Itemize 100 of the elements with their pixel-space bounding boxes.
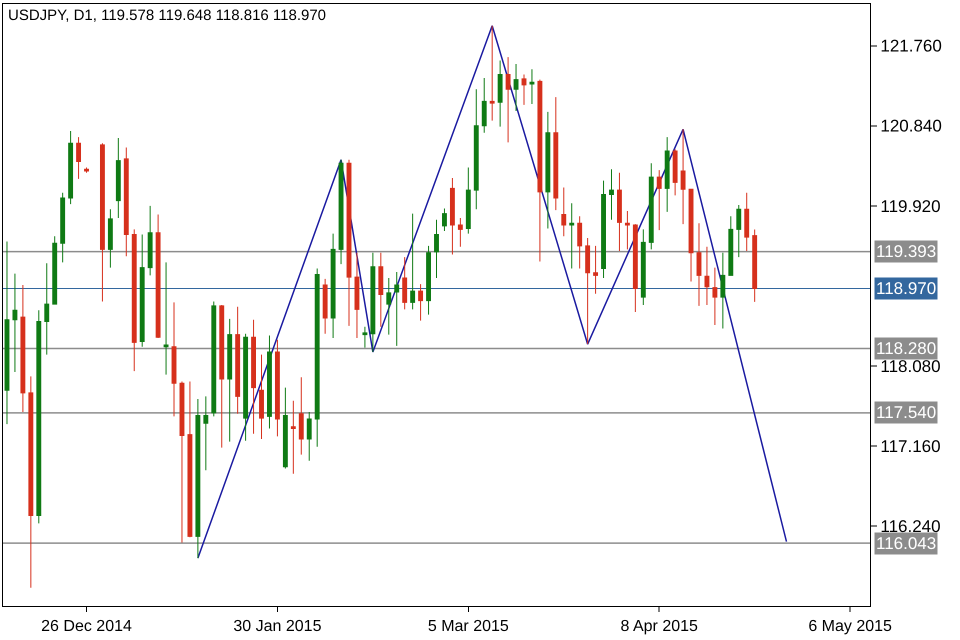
candlestick bbox=[434, 219, 439, 279]
candlestick bbox=[458, 218, 463, 248]
candlestick bbox=[386, 278, 392, 336]
candlestick bbox=[4, 240, 10, 425]
candlestick bbox=[712, 267, 718, 326]
candlestick bbox=[20, 284, 26, 412]
candlestick bbox=[290, 400, 296, 474]
candlestick bbox=[450, 177, 455, 256]
candlestick bbox=[569, 202, 574, 269]
y-tick-label: 117.160 bbox=[880, 436, 941, 456]
candlestick bbox=[235, 306, 240, 414]
candlestick bbox=[219, 304, 224, 448]
ref-line-label: 119.393 bbox=[876, 242, 936, 261]
candlestick bbox=[362, 326, 368, 348]
candlestick bbox=[274, 339, 280, 437]
candlestick bbox=[124, 147, 129, 257]
y-tick-label: 118.080 bbox=[880, 356, 941, 376]
candlestick bbox=[537, 79, 542, 262]
candlestick bbox=[474, 88, 479, 210]
candlestick bbox=[498, 60, 503, 128]
candlestick bbox=[577, 216, 582, 269]
candlestick bbox=[585, 238, 590, 345]
candlestick bbox=[227, 318, 232, 442]
candlestick bbox=[672, 148, 678, 196]
candlestick bbox=[617, 172, 622, 252]
candlestick bbox=[172, 302, 176, 417]
candlestick bbox=[466, 167, 471, 234]
candlestick bbox=[744, 192, 750, 252]
candlestick bbox=[752, 228, 758, 302]
candlestick bbox=[728, 216, 734, 276]
candlestick bbox=[561, 187, 566, 237]
candlestick bbox=[164, 262, 169, 376]
candlestick bbox=[314, 268, 320, 448]
candlestick bbox=[506, 56, 511, 143]
candlestick bbox=[306, 412, 312, 462]
candlestick bbox=[259, 354, 264, 440]
candlestick bbox=[394, 271, 400, 346]
candlestick bbox=[648, 162, 654, 250]
candlestick bbox=[720, 252, 726, 329]
candlestick bbox=[322, 278, 328, 334]
candlestick bbox=[108, 208, 113, 268]
candlestick bbox=[688, 188, 694, 282]
candlestick bbox=[426, 245, 431, 316]
candlestick bbox=[522, 74, 526, 106]
candlestick bbox=[84, 167, 89, 174]
candlestick bbox=[514, 64, 518, 112]
candlestick bbox=[338, 159, 344, 265]
ref-line-label: 118.280 bbox=[876, 339, 936, 358]
candlestick bbox=[530, 68, 534, 105]
candlestick bbox=[736, 204, 742, 258]
candlestick bbox=[545, 111, 550, 229]
candlestick bbox=[410, 213, 416, 310]
candlestick bbox=[100, 142, 105, 302]
y-tick-label: 120.840 bbox=[880, 116, 942, 136]
candlestick bbox=[195, 398, 200, 559]
x-tick-label: 8 Apr 2015 bbox=[620, 618, 698, 636]
candlestick bbox=[148, 205, 153, 276]
candlestick bbox=[298, 376, 304, 456]
candlestick bbox=[402, 256, 408, 310]
candlestick bbox=[36, 310, 42, 524]
candlestick bbox=[156, 214, 161, 339]
y-tick-label: 119.920 bbox=[880, 196, 941, 216]
y-tick-label: 121.760 bbox=[880, 36, 942, 56]
candlestick bbox=[180, 381, 184, 543]
candlestick bbox=[490, 25, 495, 122]
candlestick bbox=[640, 228, 646, 306]
candlestick bbox=[76, 136, 82, 180]
line-series bbox=[197, 25, 788, 559]
candlestick bbox=[656, 170, 662, 231]
x-tick-label: 30 Jan 2015 bbox=[233, 618, 322, 636]
candlestick bbox=[553, 96, 558, 211]
candlestick bbox=[251, 319, 256, 434]
candlestick bbox=[44, 262, 50, 356]
candlestick bbox=[680, 128, 686, 225]
candlestick bbox=[187, 381, 192, 538]
candlestick bbox=[704, 246, 710, 306]
candlestick bbox=[267, 334, 272, 430]
candlestick bbox=[346, 159, 352, 326]
candlestick bbox=[211, 301, 216, 417]
candlestick bbox=[442, 208, 447, 232]
candlestick bbox=[609, 168, 614, 220]
candlestick bbox=[482, 77, 487, 134]
candlestick bbox=[282, 387, 288, 470]
candlestick bbox=[140, 234, 145, 348]
candlestick bbox=[418, 284, 424, 322]
candlestick bbox=[28, 376, 34, 588]
candlestick bbox=[330, 233, 336, 339]
candlestick bbox=[593, 245, 598, 294]
ref-line-label: 118.970 bbox=[876, 279, 936, 298]
candlestick bbox=[354, 252, 360, 339]
x-tick-label: 5 Mar 2015 bbox=[428, 618, 509, 636]
candlestick bbox=[12, 273, 18, 372]
candlestick bbox=[696, 222, 702, 306]
chart-title: USDJPY, D1, 119.578 119.648 118.816 118.970 bbox=[8, 7, 326, 24]
candlestick bbox=[132, 228, 137, 372]
ref-line-label: 116.043 bbox=[876, 534, 936, 553]
candlestick bbox=[116, 137, 121, 219]
candlestick bbox=[370, 252, 376, 352]
candlestick bbox=[52, 236, 58, 305]
candlestick bbox=[203, 396, 208, 471]
